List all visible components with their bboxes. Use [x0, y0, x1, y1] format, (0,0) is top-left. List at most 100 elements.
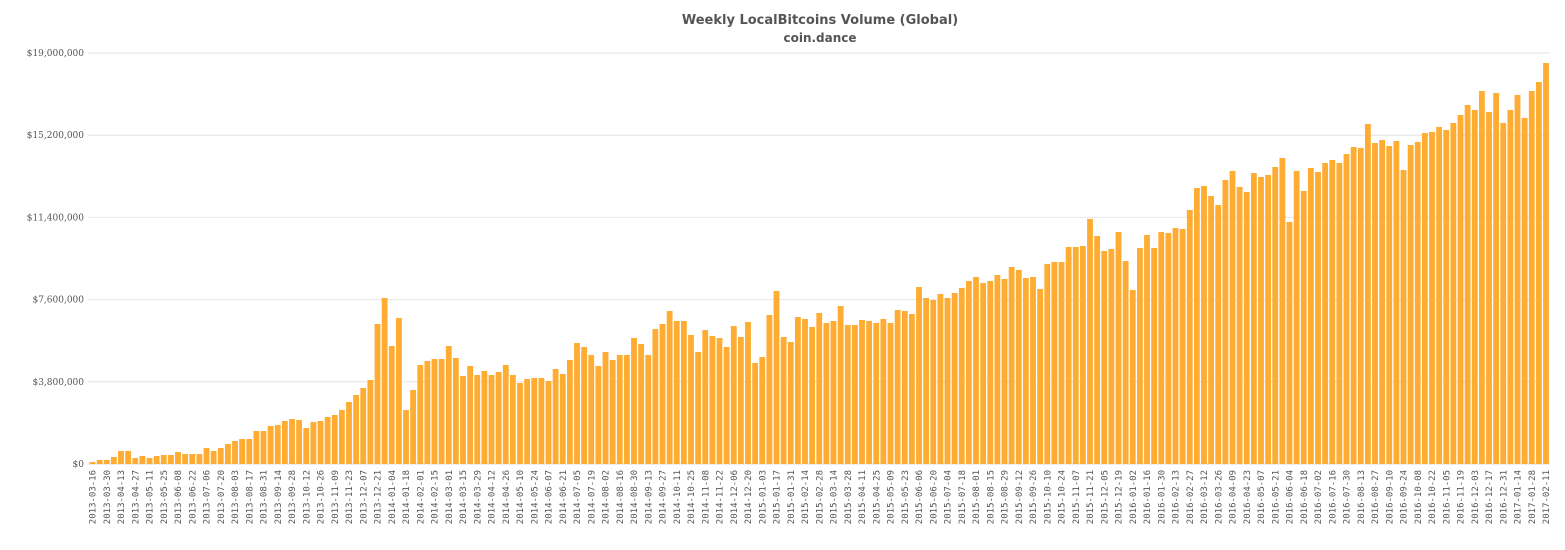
bar[interactable] — [1065, 247, 1072, 464]
bar[interactable] — [887, 323, 894, 464]
bar[interactable] — [395, 318, 402, 464]
bar[interactable] — [1436, 127, 1443, 464]
bar[interactable] — [524, 379, 531, 464]
bar[interactable] — [1022, 278, 1029, 464]
bar[interactable] — [830, 321, 837, 464]
bar[interactable] — [581, 347, 588, 464]
bar[interactable] — [474, 375, 481, 464]
bar[interactable] — [1108, 249, 1115, 464]
bar[interactable] — [645, 355, 652, 464]
bar[interactable] — [96, 460, 103, 464]
bar[interactable] — [709, 336, 716, 464]
bar[interactable] — [125, 451, 132, 464]
bar[interactable] — [1514, 95, 1521, 464]
bar[interactable] — [1222, 180, 1229, 464]
bar[interactable] — [1393, 141, 1400, 464]
bar[interactable] — [794, 317, 801, 464]
bar[interactable] — [1243, 192, 1250, 464]
bar[interactable] — [224, 444, 231, 464]
bar[interactable] — [1151, 248, 1158, 464]
bar[interactable] — [1144, 235, 1150, 464]
bar[interactable] — [160, 455, 167, 464]
bar[interactable] — [1286, 222, 1293, 464]
bar[interactable] — [296, 420, 303, 464]
bar[interactable] — [1379, 140, 1386, 464]
bar[interactable] — [217, 448, 224, 464]
bar[interactable] — [110, 457, 117, 464]
bar[interactable] — [531, 378, 538, 464]
bar[interactable] — [1179, 229, 1186, 464]
bar[interactable] — [609, 360, 616, 464]
bar[interactable] — [1407, 145, 1414, 464]
bar[interactable] — [730, 326, 737, 464]
bar[interactable] — [424, 361, 431, 464]
bar[interactable] — [232, 441, 238, 464]
bar[interactable] — [1250, 173, 1257, 464]
bar[interactable] — [281, 421, 288, 464]
bar[interactable] — [1478, 91, 1485, 464]
bar[interactable] — [680, 321, 687, 464]
bar[interactable] — [559, 374, 566, 464]
bar[interactable] — [1215, 205, 1222, 464]
bar[interactable] — [759, 357, 766, 464]
bar[interactable] — [1486, 112, 1492, 464]
bar[interactable] — [1543, 63, 1549, 464]
bar[interactable] — [965, 281, 972, 464]
bar[interactable] — [1094, 236, 1101, 464]
bar[interactable] — [638, 344, 645, 464]
bar[interactable] — [488, 375, 495, 464]
bar[interactable] — [944, 298, 951, 464]
bar[interactable] — [182, 454, 189, 464]
bar[interactable] — [403, 410, 409, 464]
bar[interactable] — [923, 298, 930, 464]
bar[interactable] — [1329, 160, 1336, 464]
bar[interactable] — [1414, 142, 1421, 464]
bar[interactable] — [338, 410, 345, 464]
bar[interactable] — [1300, 191, 1307, 464]
bar[interactable] — [367, 380, 374, 464]
bar[interactable] — [1186, 210, 1193, 464]
bar[interactable] — [481, 371, 488, 464]
bar[interactable] — [467, 366, 474, 464]
bar[interactable] — [353, 395, 360, 464]
bar[interactable] — [139, 456, 146, 464]
bar[interactable] — [809, 327, 816, 464]
bar[interactable] — [894, 310, 901, 464]
bar[interactable] — [702, 330, 709, 464]
bar[interactable] — [1507, 110, 1514, 464]
bar[interactable] — [1008, 267, 1015, 464]
bar[interactable] — [1115, 232, 1122, 464]
bar[interactable] — [118, 451, 124, 464]
bar[interactable] — [1136, 248, 1143, 464]
bar[interactable] — [89, 462, 96, 464]
bar[interactable] — [1372, 143, 1378, 464]
bar[interactable] — [787, 342, 794, 464]
bar[interactable] — [880, 319, 887, 464]
bar[interactable] — [460, 376, 466, 464]
bar[interactable] — [873, 323, 880, 464]
bar[interactable] — [1450, 123, 1457, 464]
bar[interactable] — [210, 451, 217, 464]
bar[interactable] — [381, 298, 388, 464]
bar[interactable] — [1350, 147, 1357, 464]
bar[interactable] — [1279, 158, 1286, 464]
bar[interactable] — [595, 366, 602, 464]
bar[interactable] — [1471, 110, 1478, 464]
bar[interactable] — [994, 275, 1001, 464]
bar[interactable] — [509, 375, 516, 464]
bar[interactable] — [167, 455, 174, 464]
bar[interactable] — [1364, 124, 1371, 464]
bar[interactable] — [1535, 82, 1542, 464]
bar[interactable] — [1500, 123, 1507, 464]
bar[interactable] — [1386, 146, 1393, 464]
bar[interactable] — [1001, 279, 1008, 464]
bar[interactable] — [189, 454, 196, 464]
bar[interactable] — [1400, 170, 1407, 464]
bar[interactable] — [851, 325, 858, 464]
bar[interactable] — [780, 337, 787, 464]
bar[interactable] — [737, 337, 744, 464]
bar[interactable] — [844, 325, 851, 464]
bar[interactable] — [502, 365, 509, 464]
bar[interactable] — [1201, 186, 1207, 464]
bar[interactable] — [1208, 196, 1215, 464]
